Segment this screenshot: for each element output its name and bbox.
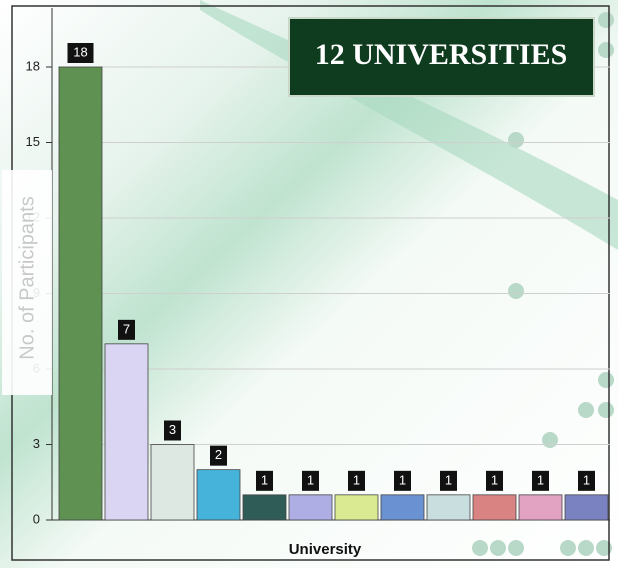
y-tick-label: 15 <box>26 134 40 149</box>
value-label: 1 <box>491 472 498 487</box>
value-label: 1 <box>445 472 452 487</box>
value-label: 1 <box>583 472 590 487</box>
y-tick-label: 18 <box>26 58 40 73</box>
value-label-box <box>440 470 457 491</box>
decor-dots <box>472 12 614 556</box>
bar <box>518 494 563 521</box>
value-label-box <box>67 43 94 63</box>
value-label: 7 <box>123 321 130 336</box>
bar <box>196 469 241 521</box>
axis-overlay <box>2 170 52 395</box>
value-label: 1 <box>261 472 268 487</box>
bar <box>104 343 149 521</box>
value-label-box <box>532 470 549 491</box>
value-label-box <box>118 319 135 340</box>
value-label: 18 <box>73 44 87 59</box>
bar <box>472 494 517 521</box>
bar <box>564 494 609 521</box>
value-label-box <box>256 470 273 491</box>
value-label-box <box>302 470 319 491</box>
value-label: 1 <box>307 472 314 487</box>
value-label: 3 <box>169 422 176 437</box>
bar <box>242 494 287 521</box>
x-axis-title: University <box>289 541 362 558</box>
bar <box>426 494 471 521</box>
value-label: 2 <box>215 447 222 462</box>
value-label-box <box>164 420 181 441</box>
bar <box>150 444 195 521</box>
bar <box>288 494 333 521</box>
value-label-box <box>210 445 227 466</box>
bar <box>380 494 425 521</box>
title-box <box>288 17 595 97</box>
y-axis-title: No. of Participants <box>16 196 38 359</box>
value-label: 1 <box>399 472 406 487</box>
value-label: 1 <box>537 472 544 487</box>
value-label-box <box>486 470 503 491</box>
value-label: 1 <box>353 472 360 487</box>
value-label-box <box>394 470 411 491</box>
bar <box>58 66 103 521</box>
y-tick-label: 0 <box>33 511 40 526</box>
bar <box>334 494 379 521</box>
value-label-box <box>348 470 365 491</box>
y-tick-label: 3 <box>33 436 40 451</box>
value-label-box <box>578 470 595 491</box>
chart-title: 12 UNIVERSITIES <box>315 38 568 71</box>
